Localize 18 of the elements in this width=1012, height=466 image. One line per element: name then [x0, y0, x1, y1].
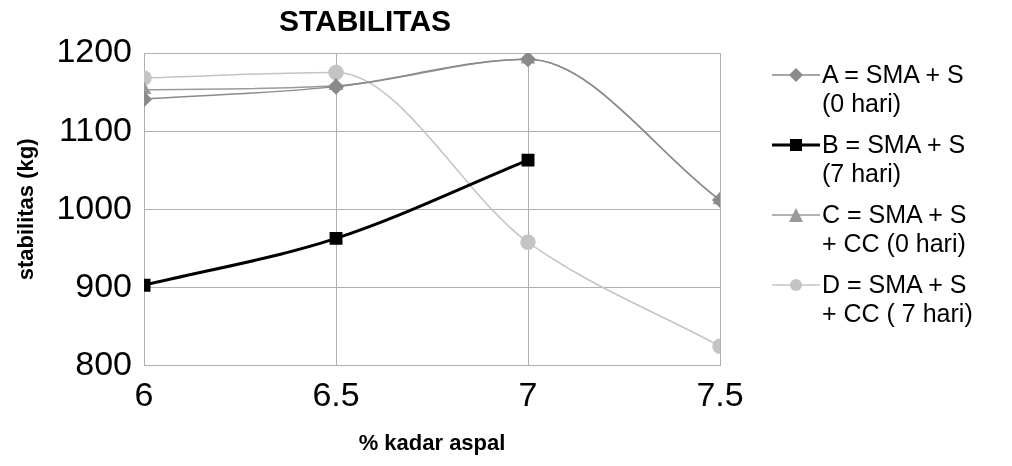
y-tick-label: 1100 [58, 109, 133, 148]
point [521, 153, 535, 167]
y-tick-label: 1000 [56, 187, 133, 226]
x-tick-label: 6 [134, 374, 154, 413]
legend-label: C = SMA + S + CC (0 hari) [822, 200, 968, 258]
legend-label: B = SMA + S (7 hari) [822, 130, 967, 188]
legend-label: D = SMA + S + CC ( 7 hari) [822, 270, 974, 328]
x-axis-title: % kadar aspal [358, 429, 506, 455]
y-tick-label: 800 [75, 344, 133, 383]
y-tick-label: 900 [75, 265, 133, 304]
chart-title: STABILITAS [278, 4, 452, 38]
point [329, 231, 343, 245]
y-tick-label: 1200 [56, 31, 133, 70]
legend-label: A = SMA + S (0 hari) [822, 60, 965, 118]
x-tick-label: 6.5 [312, 374, 360, 413]
x-tick-label: 7 [518, 374, 538, 413]
y-axis-title: stabilitas (kg) [13, 138, 39, 281]
x-tick-label: 7.5 [696, 374, 744, 413]
